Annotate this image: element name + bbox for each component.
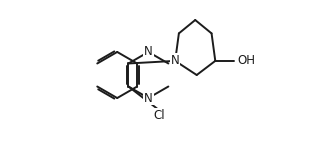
Text: Cl: Cl [154,109,165,122]
Text: N: N [144,45,153,58]
Text: OH: OH [238,54,256,67]
Text: N: N [171,54,179,67]
Text: N: N [144,92,153,105]
